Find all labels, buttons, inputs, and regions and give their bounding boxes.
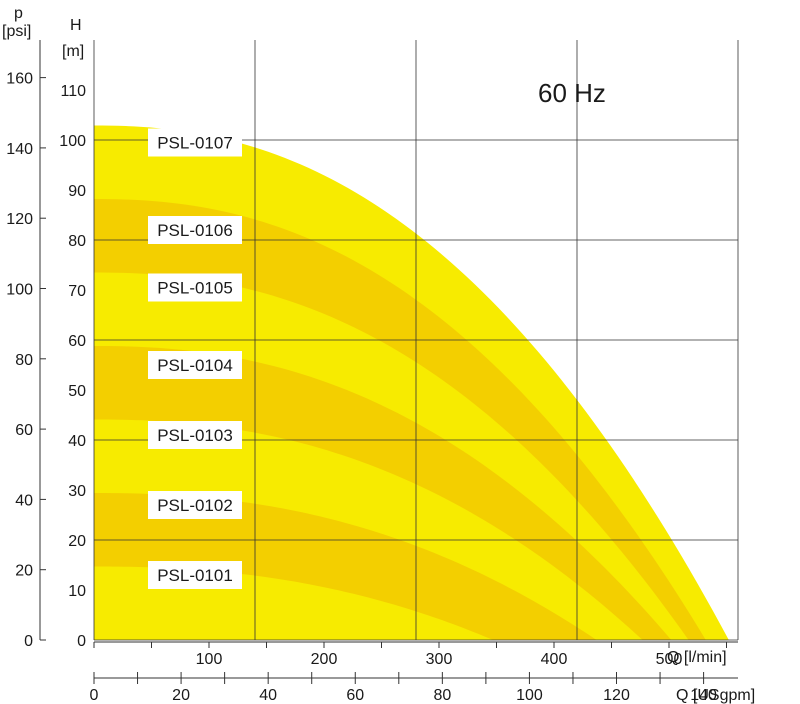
pressure-tick-label: 100 bbox=[6, 282, 33, 299]
flow-usgpm-tick-label: 80 bbox=[433, 687, 451, 704]
head-tick-label: 70 bbox=[68, 283, 86, 300]
pressure-tick-label: 80 bbox=[15, 352, 33, 369]
curve-label-psl-0105: PSL-0105 bbox=[157, 279, 233, 298]
pressure-tick-label: 160 bbox=[6, 71, 33, 88]
curve-label-box bbox=[148, 421, 242, 449]
flow-usgpm-tick-label: 120 bbox=[603, 687, 630, 704]
flow-usgpm-axis-label: Q [USgpm] bbox=[676, 687, 755, 704]
curve-label-psl-0104: PSL-0104 bbox=[157, 356, 233, 375]
flow-lmin-tick-label: 400 bbox=[541, 651, 568, 668]
head-tick-label: 90 bbox=[68, 183, 86, 200]
head-axis-unit: [m] bbox=[62, 43, 84, 60]
pressure-tick-label: 140 bbox=[6, 141, 33, 158]
head-tick-label: 10 bbox=[68, 583, 86, 600]
curve-label-box bbox=[148, 128, 242, 157]
axes: 0 10 20 30 40 50 60 70 80 90 100 110 0 20 40 60 80 100 120… bbox=[6, 40, 738, 704]
head-tick-label: 40 bbox=[68, 433, 86, 450]
curve-label-psl-0102: PSL-0102 bbox=[157, 496, 233, 515]
head-tick-label: 0 bbox=[77, 633, 86, 650]
pressure-tick-label: 20 bbox=[15, 563, 33, 580]
curve-label-psl-0103: PSL-0103 bbox=[157, 426, 233, 445]
pressure-tick-label: 40 bbox=[15, 492, 33, 509]
frequency-annotation: 60 Hz bbox=[538, 78, 606, 108]
flow-lmin-tick-label: 300 bbox=[426, 651, 453, 668]
head-tick-label: 110 bbox=[60, 83, 86, 100]
head-tick-label: 30 bbox=[68, 483, 86, 500]
curve-label-box bbox=[148, 491, 242, 519]
pressure-tick-label: 0 bbox=[24, 633, 33, 650]
head-tick-label: 50 bbox=[68, 383, 86, 400]
pressure-tick-label: 60 bbox=[15, 422, 33, 439]
curve-labels: PSL-0107 PSL-0106 PSL-0105 PSL-0104 PSL-0103… bbox=[148, 128, 242, 589]
flow-usgpm-tick-label: 140 bbox=[690, 687, 717, 704]
curve-label-psl-0106: PSL-0106 bbox=[157, 221, 233, 240]
curve-label-box bbox=[148, 273, 242, 302]
head-axis-symbol: H bbox=[70, 17, 82, 34]
head-tick-label: 60 bbox=[68, 333, 86, 350]
flow-usgpm-tick-label: 0 bbox=[90, 687, 99, 704]
curve-label-box bbox=[148, 561, 242, 589]
flow-lmin-tick-label: 500 bbox=[656, 651, 683, 668]
flow-usgpm-tick-label: 20 bbox=[172, 687, 190, 704]
pressure-axis-symbol: p bbox=[14, 5, 23, 22]
pressure-tick-label: 120 bbox=[6, 211, 33, 228]
curve-bands bbox=[94, 125, 729, 640]
flow-usgpm-tick-label: 100 bbox=[516, 687, 543, 704]
curve-label-psl-0107: PSL-0107 bbox=[157, 134, 233, 153]
head-tick-label: 100 bbox=[59, 133, 86, 150]
head-tick-label: 80 bbox=[68, 233, 86, 250]
flow-lmin-tick-label: 200 bbox=[311, 651, 338, 668]
flow-usgpm-tick-label: 40 bbox=[259, 687, 277, 704]
curve-label-psl-0101: PSL-0101 bbox=[157, 566, 233, 585]
flow-lmin-axis-label: Q [l/min] bbox=[667, 649, 727, 666]
head-tick-label: 20 bbox=[68, 533, 86, 550]
flow-usgpm-tick-label: 60 bbox=[346, 687, 364, 704]
flow-lmin-tick-label: 100 bbox=[196, 651, 223, 668]
curve-label-box bbox=[148, 351, 242, 379]
curve-label-box bbox=[148, 216, 242, 244]
pressure-axis-unit: [psi] bbox=[2, 23, 31, 40]
